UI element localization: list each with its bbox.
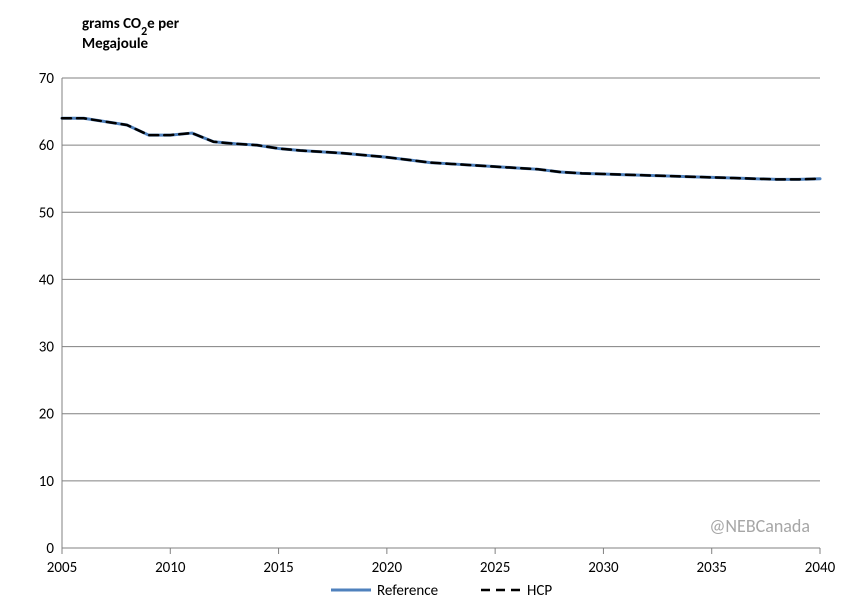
x-tick-label: 2015 [263,559,293,577]
legend-label-hcp: HCP [527,582,552,600]
x-tick-label: 2035 [697,559,727,577]
y-tick-label: 10 [39,473,55,491]
chart-container: 0102030405060702005201020152020202520302… [0,0,846,613]
x-tick-label: 2020 [372,559,403,577]
y-tick-label: 20 [39,406,55,424]
x-tick-label: 2040 [805,559,836,577]
y-tick-label: 40 [39,271,55,289]
watermark: @NEBCanada [709,515,810,537]
x-tick-label: 2025 [480,559,510,577]
x-tick-label: 2010 [155,559,186,577]
x-tick-label: 2030 [588,559,619,577]
x-tick-label: 2005 [47,559,77,577]
y-axis-title-line2: Megajoule [82,35,149,53]
y-tick-label: 60 [39,137,55,155]
y-tick-label: 70 [39,70,55,88]
y-tick-label: 30 [39,339,55,357]
y-tick-label: 0 [46,540,54,558]
legend-label-reference: Reference [377,582,438,600]
line-chart: 0102030405060702005201020152020202520302… [0,0,846,613]
y-tick-label: 50 [39,204,55,222]
